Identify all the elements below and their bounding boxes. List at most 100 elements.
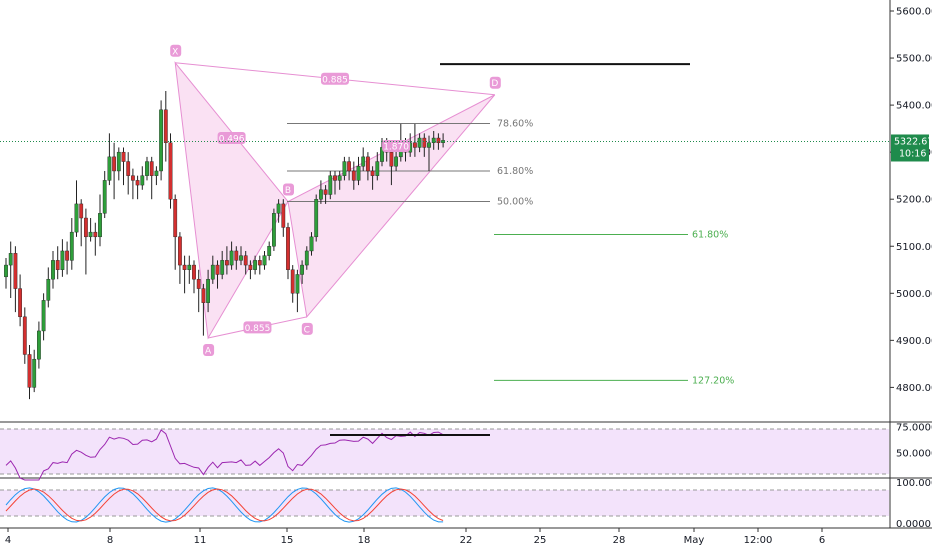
candle-body[interactable] bbox=[168, 142, 173, 200]
candle-body[interactable] bbox=[196, 278, 201, 289]
candle-body[interactable] bbox=[177, 236, 182, 266]
candle-body[interactable] bbox=[356, 166, 361, 181]
candle-body[interactable] bbox=[145, 161, 149, 176]
candle-body[interactable] bbox=[187, 264, 192, 270]
candle-body[interactable] bbox=[201, 288, 206, 303]
candle-body[interactable] bbox=[135, 180, 140, 186]
candle-body[interactable] bbox=[51, 260, 55, 280]
last-price-countdown: 10:16 bbox=[899, 148, 926, 159]
candle-body[interactable] bbox=[380, 147, 384, 162]
candle-body[interactable] bbox=[32, 358, 37, 388]
candle-body[interactable] bbox=[163, 109, 168, 143]
candle-body[interactable] bbox=[422, 137, 427, 148]
candle-body[interactable] bbox=[107, 156, 112, 181]
candle-body[interactable] bbox=[394, 156, 398, 167]
candle-body[interactable] bbox=[239, 255, 243, 261]
candle-body[interactable] bbox=[116, 151, 121, 172]
candle-body[interactable] bbox=[215, 264, 220, 275]
candle-body[interactable] bbox=[220, 260, 225, 275]
candle-body[interactable] bbox=[427, 142, 431, 148]
candle-body[interactable] bbox=[149, 161, 154, 176]
candle-body[interactable] bbox=[304, 250, 309, 266]
candle-body[interactable] bbox=[257, 260, 262, 266]
candle-body[interactable] bbox=[93, 231, 98, 238]
stoch-k-line[interactable] bbox=[5, 487, 444, 523]
candle-body[interactable] bbox=[60, 250, 65, 270]
stoch-d-line[interactable] bbox=[5, 488, 444, 522]
stoch-tick-label: 100.0000 bbox=[896, 478, 932, 489]
candle-body[interactable] bbox=[121, 151, 126, 162]
candle-body[interactable] bbox=[333, 175, 337, 181]
candle-body[interactable] bbox=[41, 300, 46, 332]
candle-body[interactable] bbox=[300, 264, 304, 275]
candle-body[interactable] bbox=[323, 189, 328, 195]
candle-body[interactable] bbox=[88, 231, 93, 238]
candle-body[interactable] bbox=[347, 161, 351, 172]
candle-body[interactable] bbox=[290, 269, 295, 294]
candle-body[interactable] bbox=[55, 260, 60, 270]
time-axis[interactable]: 4 8 11 15 18 22 25 28 May 12:00 6 bbox=[5, 528, 825, 546]
candle-body[interactable] bbox=[18, 288, 22, 318]
candle-body[interactable] bbox=[27, 354, 32, 388]
candle-body[interactable] bbox=[375, 161, 380, 176]
harmonic-pattern[interactable] bbox=[174, 61, 496, 340]
candle-body[interactable] bbox=[126, 161, 131, 176]
candle-body[interactable] bbox=[192, 264, 196, 280]
candle-body[interactable] bbox=[79, 203, 84, 219]
candle-body[interactable] bbox=[431, 137, 436, 143]
candle-body[interactable] bbox=[361, 156, 366, 167]
candle-body[interactable] bbox=[366, 156, 370, 172]
candle-body[interactable] bbox=[46, 278, 51, 301]
candle-body[interactable] bbox=[342, 161, 347, 176]
candle-body[interactable] bbox=[309, 236, 314, 252]
candle-body[interactable] bbox=[267, 246, 272, 256]
candle-body[interactable] bbox=[436, 137, 441, 143]
candle-body[interactable] bbox=[8, 253, 13, 266]
candlestick-series[interactable] bbox=[4, 90, 445, 400]
candle-body[interactable] bbox=[224, 260, 229, 266]
candle-body[interactable] bbox=[351, 170, 356, 181]
candle-body[interactable] bbox=[74, 203, 79, 233]
candle-body[interactable] bbox=[37, 330, 41, 360]
candle-body[interactable] bbox=[206, 278, 210, 303]
candle-body[interactable] bbox=[159, 109, 163, 172]
candle-body[interactable] bbox=[262, 255, 267, 266]
candle-body[interactable] bbox=[22, 316, 27, 355]
candle-body[interactable] bbox=[272, 213, 276, 247]
stochastic-indicator[interactable] bbox=[0, 487, 889, 523]
candle-body[interactable] bbox=[319, 189, 323, 200]
candle-body[interactable] bbox=[370, 170, 375, 176]
candle-body[interactable] bbox=[314, 198, 319, 238]
candle-body[interactable] bbox=[248, 264, 253, 270]
candle-body[interactable] bbox=[253, 260, 257, 270]
candle-body[interactable] bbox=[154, 170, 159, 176]
candle-body[interactable] bbox=[417, 137, 422, 148]
candle-body[interactable] bbox=[210, 264, 215, 280]
rsi-line[interactable] bbox=[5, 429, 444, 481]
candle-body[interactable] bbox=[4, 264, 8, 278]
candle-body[interactable] bbox=[173, 198, 178, 238]
candle-body[interactable] bbox=[98, 213, 102, 238]
candle-body[interactable] bbox=[286, 227, 290, 270]
candle-body[interactable] bbox=[229, 250, 234, 266]
candle-body[interactable] bbox=[337, 175, 342, 181]
candle-body[interactable] bbox=[130, 175, 135, 181]
candle-body[interactable] bbox=[328, 175, 333, 195]
candle-body[interactable] bbox=[389, 151, 394, 167]
candle-body[interactable] bbox=[281, 203, 286, 228]
candle-body[interactable] bbox=[69, 231, 74, 261]
rsi-indicator[interactable] bbox=[0, 428, 889, 481]
candle-body[interactable] bbox=[182, 264, 187, 270]
candle-body[interactable] bbox=[295, 274, 300, 294]
candle-body[interactable] bbox=[276, 203, 281, 214]
candle-body[interactable] bbox=[102, 180, 107, 214]
candle-body[interactable] bbox=[413, 142, 417, 148]
candle-body[interactable] bbox=[243, 255, 248, 266]
candle-body[interactable] bbox=[65, 250, 70, 261]
candle-body[interactable] bbox=[234, 250, 239, 261]
candle-body[interactable] bbox=[13, 253, 18, 289]
candle-body[interactable] bbox=[140, 175, 145, 186]
candle-body[interactable] bbox=[112, 156, 117, 172]
candle-body[interactable] bbox=[83, 217, 88, 238]
